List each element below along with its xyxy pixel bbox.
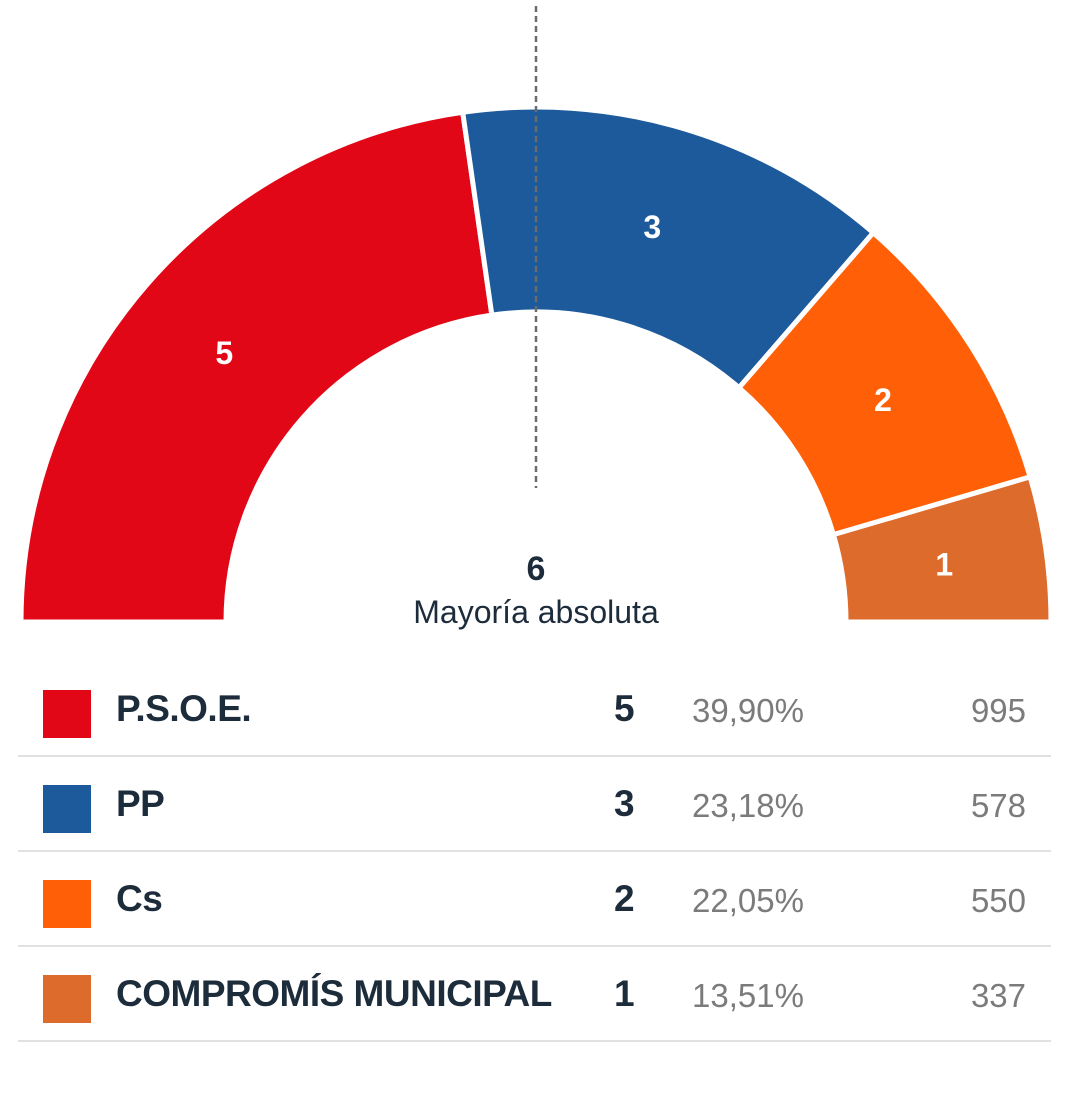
party-color-swatch bbox=[43, 785, 91, 833]
segment-seat-label: 1 bbox=[935, 546, 953, 582]
legend-row: P.S.O.E. 5 39,90% 995 bbox=[18, 662, 1051, 757]
party-name: P.S.O.E. bbox=[116, 688, 252, 729]
party-votes: 995 bbox=[970, 692, 1026, 729]
party-name: Cs bbox=[116, 878, 163, 919]
party-name: PP bbox=[116, 783, 165, 824]
segment-seat-label: 2 bbox=[874, 382, 892, 418]
majority-label: Mayoría absoluta bbox=[413, 594, 659, 630]
party-percent: 23,18% bbox=[692, 787, 804, 824]
party-percent: 22,05% bbox=[692, 882, 804, 919]
segment-seat-label: 3 bbox=[643, 209, 661, 245]
party-color-swatch bbox=[43, 880, 91, 928]
legend-row: Cs 2 22,05% 550 bbox=[18, 852, 1051, 947]
party-seats: 1 bbox=[614, 973, 635, 1014]
party-votes: 337 bbox=[970, 977, 1026, 1014]
hemicycle-segments: 5 3 2 1 bbox=[18, 104, 1054, 625]
party-seats: 3 bbox=[614, 783, 635, 824]
party-percent: 39,90% bbox=[692, 692, 804, 729]
party-seats: 5 bbox=[614, 688, 635, 729]
legend-row: COMPROMÍS MUNICIPAL 1 13,51% 337 bbox=[18, 947, 1051, 1042]
party-color-swatch bbox=[43, 690, 91, 738]
seat-segment bbox=[830, 473, 1054, 625]
party-votes: 550 bbox=[970, 882, 1026, 919]
legend-row: PP 3 23,18% 578 bbox=[18, 757, 1051, 852]
seat-segment bbox=[459, 104, 877, 392]
segment-seat-label: 5 bbox=[215, 335, 233, 371]
hemicycle-chart: 5 3 2 1 6 Mayoría absoluta bbox=[18, 6, 1054, 630]
party-seats: 2 bbox=[614, 878, 635, 919]
party-color-swatch bbox=[43, 975, 91, 1023]
party-votes: 578 bbox=[970, 787, 1026, 824]
legend-table: P.S.O.E. 5 39,90% 995 PP 3 23,18% 578 Cs… bbox=[18, 662, 1051, 1042]
party-name: COMPROMÍS MUNICIPAL bbox=[116, 973, 552, 1014]
party-percent: 13,51% bbox=[692, 977, 804, 1014]
seat-segment bbox=[18, 109, 495, 625]
majority-value: 6 bbox=[527, 550, 546, 588]
